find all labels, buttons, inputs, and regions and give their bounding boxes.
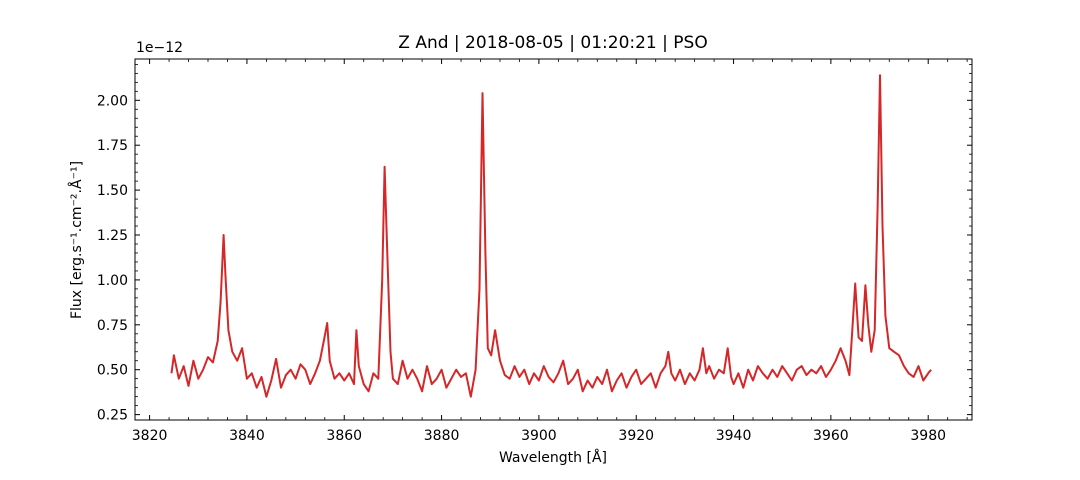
x-tick-label: 3900 — [521, 428, 557, 444]
x-tick-label: 3940 — [716, 428, 752, 444]
y-tick-label: 0.75 — [97, 318, 128, 334]
x-tick-label: 3960 — [813, 428, 849, 444]
y-tick-label: 1.75 — [97, 138, 128, 154]
plot-frame — [134, 58, 973, 421]
chart-title: Z And | 2018-08-05 | 01:20:21 | PSO — [398, 33, 707, 53]
x-tick-label: 3820 — [132, 428, 168, 444]
y-tick-label: 0.50 — [97, 363, 128, 379]
y-tick-label: 1.00 — [97, 273, 128, 289]
y-tick-label: 1.50 — [97, 183, 128, 199]
x-tick-label: 3880 — [424, 428, 460, 444]
y-tick-label: 0.25 — [97, 408, 128, 424]
x-tick-label: 3860 — [326, 428, 362, 444]
y-axis-ticks: 0.25 0.50 0.75 1.00 1.25 1.50 1.75 2.00 — [97, 63, 972, 424]
x-tick-label: 3920 — [618, 428, 654, 444]
x-tick-label: 3840 — [229, 428, 265, 444]
y-tick-label: 2.00 — [97, 93, 128, 109]
data-layer — [170, 74, 932, 398]
x-tick-label: 3980 — [910, 428, 946, 444]
x-axis-ticks: 3820 3840 3860 3880 3900 3920 3940 3960 3980 — [132, 59, 968, 444]
y-axis-label: Flux [erg.s⁻¹.cm⁻².Å⁻¹] — [68, 161, 85, 319]
y-offset-label: 1e−12 — [136, 40, 183, 56]
spectrum-series-line-0 — [170, 74, 932, 398]
x-axis-label: Wavelength [Å] — [499, 449, 607, 466]
y-tick-label: 1.25 — [97, 228, 128, 244]
